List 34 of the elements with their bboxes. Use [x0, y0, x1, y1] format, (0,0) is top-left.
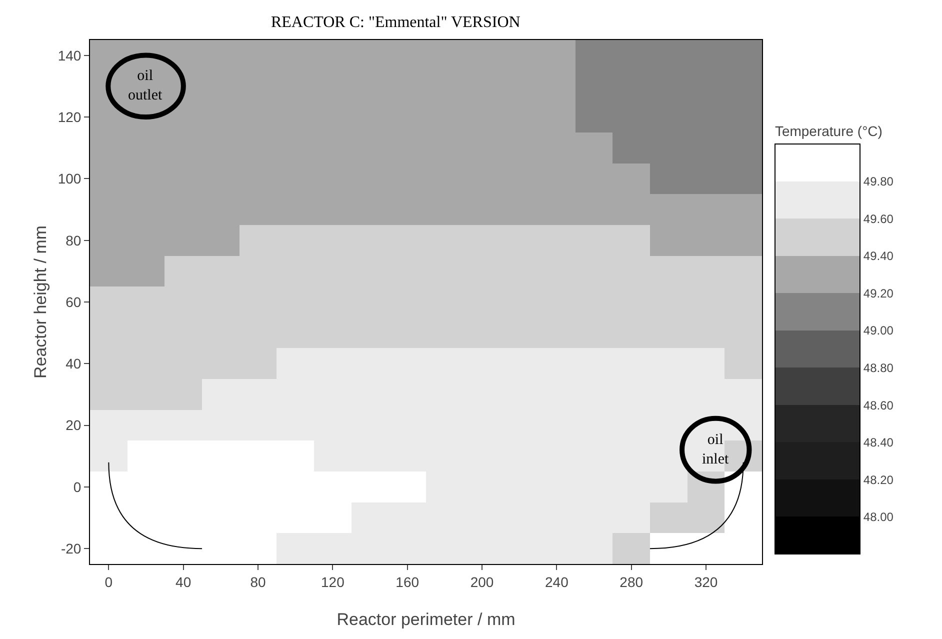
- color-bar-label: 49.80: [863, 174, 894, 189]
- y-tick-label: 140: [58, 47, 82, 64]
- color-bar-label: 48.20: [863, 472, 894, 487]
- y-tick-label: 100: [58, 170, 82, 187]
- color-bar-label: 48.40: [863, 436, 894, 450]
- color-bar-label: 49.00: [863, 324, 894, 338]
- y-tick-label: -20: [60, 540, 82, 556]
- annotation: oil inlet: [702, 432, 730, 468]
- x-tick-label: 120: [320, 574, 345, 590]
- x-tick-label: 80: [250, 574, 266, 590]
- color-bar-label: 49.60: [863, 212, 894, 226]
- x-tick-label: 40: [176, 574, 192, 590]
- color-bar-label: 49.40: [863, 249, 894, 264]
- y-tick-label: 60: [66, 294, 82, 310]
- x-tick-label: 240: [544, 574, 569, 590]
- x-tick-label: 0: [104, 574, 113, 590]
- x-axis-title: Reactor perimeter / mm: [336, 610, 516, 629]
- y-tick-label: 80: [66, 232, 82, 248]
- annotation: oil outlet: [128, 68, 163, 104]
- color-bar-title: Temperature (°C): [774, 123, 882, 140]
- y-axis-title: Reactor height / mm: [31, 225, 50, 379]
- x-tick-label: 320: [694, 574, 718, 590]
- x-tick-label: 160: [396, 574, 420, 590]
- color-bar-label: 48.80: [863, 361, 894, 376]
- color-bar-label: 48.60: [863, 398, 894, 412]
- x-tick-label: 280: [620, 574, 644, 590]
- y-tick-label: 0: [73, 478, 82, 495]
- color-bar-label: 49.20: [863, 286, 894, 300]
- x-tick-label: 200: [470, 574, 494, 590]
- chart-title: REACTOR C: "Emmental" VERSION: [270, 14, 521, 32]
- y-tick-label: 20: [66, 417, 82, 434]
- y-tick-label: 40: [66, 356, 82, 372]
- color-bar-label: 48.00: [863, 510, 894, 524]
- y-tick-label: 120: [58, 108, 82, 125]
